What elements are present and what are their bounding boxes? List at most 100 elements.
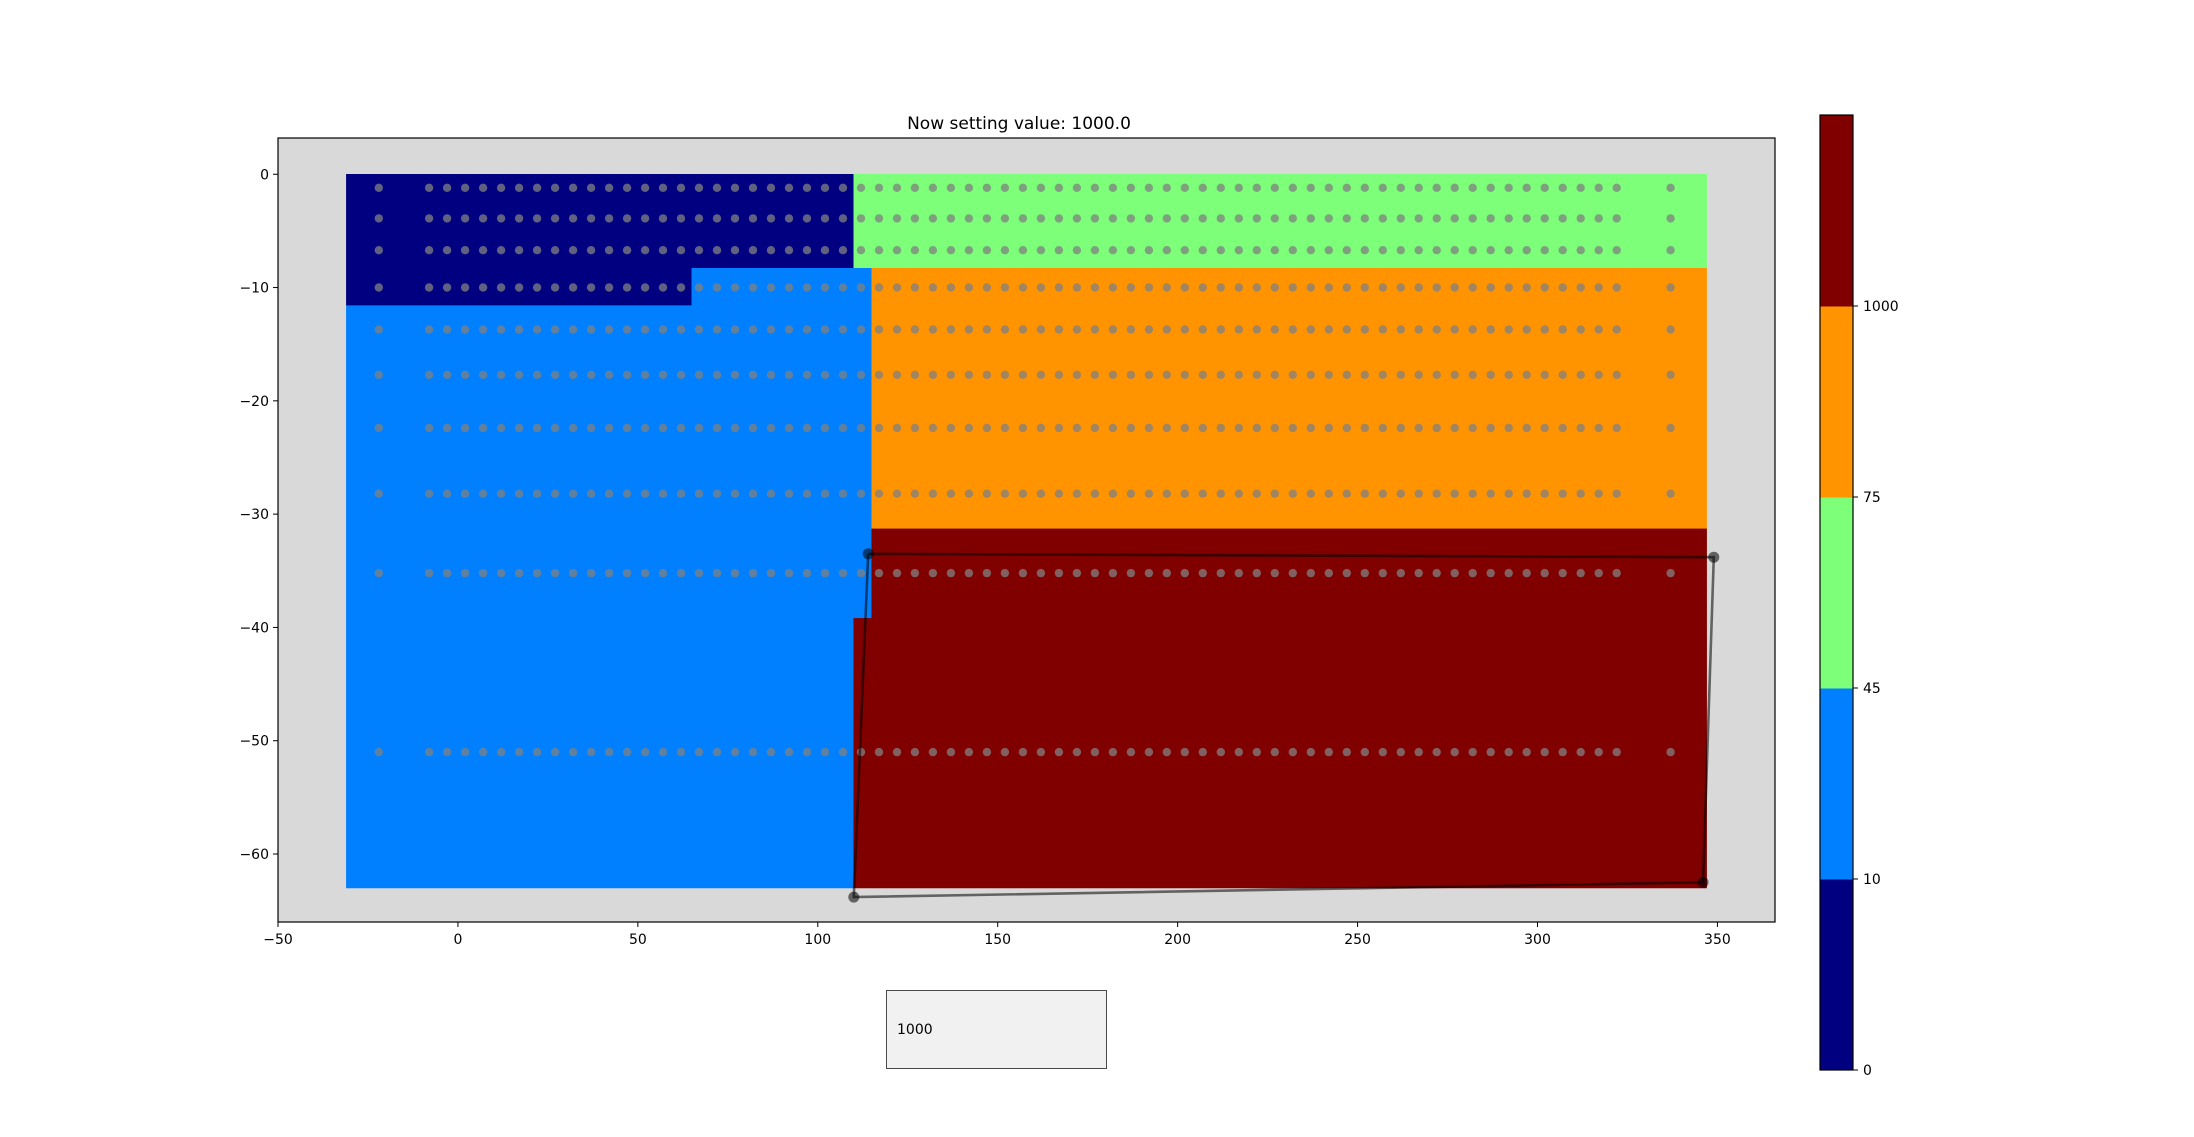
grid-point	[514, 370, 524, 379]
grid-point	[1072, 246, 1082, 255]
grid-point	[658, 370, 668, 379]
grid-point	[910, 325, 920, 334]
grid-point	[784, 568, 794, 578]
grid-point	[730, 283, 740, 292]
grid-point	[1180, 246, 1190, 255]
grid-point	[568, 370, 578, 379]
grid-point	[1486, 325, 1495, 334]
grid-point	[1468, 568, 1477, 578]
grid-point	[442, 423, 452, 433]
grid-point	[1342, 183, 1352, 192]
grid-point	[1000, 423, 1010, 433]
grid-point	[964, 246, 974, 255]
grid-point	[892, 183, 902, 192]
value-textbox[interactable]	[886, 990, 1107, 1069]
grid-point	[1594, 568, 1603, 578]
grid-point	[1252, 214, 1262, 223]
grid-point	[478, 283, 488, 292]
grid-point	[1000, 747, 1010, 757]
grid-point	[532, 246, 542, 255]
grid-point	[1504, 568, 1513, 578]
grid-point	[1540, 489, 1549, 498]
grid-point	[442, 283, 452, 292]
grid-point	[1414, 370, 1423, 379]
grid-point	[712, 423, 722, 433]
grid-point	[1216, 423, 1226, 433]
grid-point	[1270, 283, 1280, 292]
grid-point	[1054, 325, 1064, 334]
grid-point	[604, 423, 614, 433]
grid-point	[1180, 423, 1190, 433]
grid-point	[424, 246, 434, 255]
grid-point	[1198, 183, 1208, 192]
grid-point	[514, 325, 524, 334]
grid-point	[1054, 747, 1064, 757]
grid-point	[1216, 489, 1226, 498]
grid-point	[1108, 370, 1118, 379]
grid-point	[586, 183, 596, 192]
grid-point	[1396, 423, 1406, 433]
grid-point	[766, 423, 776, 433]
grid-point	[1468, 183, 1477, 192]
grid-point	[1486, 568, 1495, 578]
grid-point	[424, 214, 434, 223]
grid-point	[1306, 489, 1316, 498]
grid-point	[784, 246, 794, 255]
grid-point	[982, 568, 992, 578]
grid-point	[928, 370, 938, 379]
grid-point	[928, 568, 938, 578]
grid-point	[676, 183, 686, 192]
grid-point	[1576, 568, 1585, 578]
grid-point	[460, 325, 470, 334]
grid-point	[694, 183, 704, 192]
grid-point	[550, 489, 560, 498]
grid-point	[874, 489, 884, 498]
grid-point	[1288, 747, 1298, 757]
grid-point	[1234, 214, 1244, 223]
grid-point	[586, 246, 596, 255]
grid-point	[1090, 325, 1100, 334]
grid-point	[550, 214, 560, 223]
grid-point	[1432, 214, 1441, 223]
y-tick-label: −60	[239, 847, 269, 863]
grid-point	[424, 423, 434, 433]
grid-point	[1270, 246, 1280, 255]
grid-point	[730, 747, 740, 757]
grid-point	[374, 283, 383, 292]
grid-point	[1432, 568, 1441, 578]
grid-point	[766, 747, 776, 757]
selection-vertex	[862, 548, 874, 560]
grid-point	[1126, 214, 1136, 223]
grid-point	[820, 246, 830, 255]
grid-point	[1090, 423, 1100, 433]
grid-point	[550, 246, 560, 255]
grid-point	[1054, 283, 1064, 292]
grid-point	[1666, 568, 1675, 578]
grid-point	[964, 183, 974, 192]
grid-point	[730, 214, 740, 223]
grid-point	[622, 183, 632, 192]
grid-point	[1306, 568, 1316, 578]
grid-point	[1414, 489, 1423, 498]
grid-point	[946, 283, 956, 292]
grid-point	[1198, 283, 1208, 292]
grid-point	[784, 283, 794, 292]
value-input[interactable]	[897, 1021, 1106, 1038]
grid-point	[1360, 568, 1370, 578]
grid-point	[1666, 423, 1675, 433]
grid-point	[1414, 325, 1423, 334]
grid-point	[1180, 183, 1190, 192]
plot-area[interactable]: −50 0 50 100 150 200 250 300 350 0 −10 −20 −30 −40 −50…	[239, 137, 1776, 948]
grid-point	[1090, 747, 1100, 757]
grid-point	[1522, 246, 1531, 255]
grid-point	[586, 325, 596, 334]
grid-point	[1576, 325, 1585, 334]
colorbar-frame	[1819, 114, 1854, 1071]
grid-point	[1252, 568, 1262, 578]
grid-point	[1486, 214, 1495, 223]
grid-point	[694, 325, 704, 334]
grid-point	[1324, 214, 1334, 223]
grid-point	[1162, 214, 1172, 223]
grid-point	[550, 325, 560, 334]
grid-point	[1558, 325, 1567, 334]
